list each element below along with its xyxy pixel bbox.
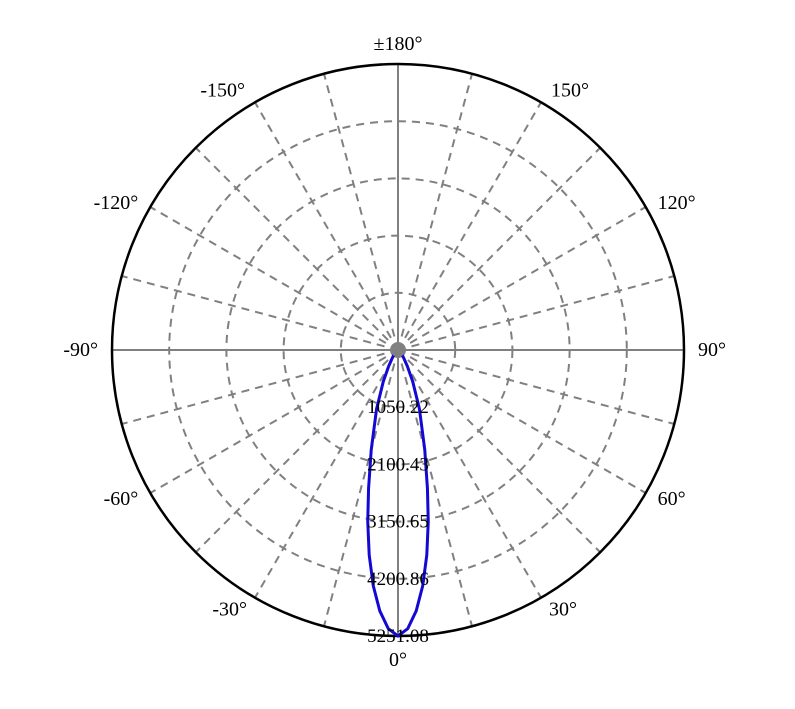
grid-spoke bbox=[398, 102, 541, 350]
grid-spoke bbox=[398, 148, 600, 350]
radial-tick-label: 1050.22 bbox=[367, 397, 429, 418]
polar-center-dot bbox=[391, 343, 405, 357]
angular-tick-label: 120° bbox=[658, 192, 696, 214]
grid-spoke bbox=[122, 276, 398, 350]
angular-tick-label: 150° bbox=[551, 79, 589, 101]
radial-tick-label: 5251.08 bbox=[367, 626, 429, 647]
grid-spoke bbox=[398, 207, 646, 350]
angular-tick-label: -90° bbox=[63, 339, 98, 361]
grid-spoke bbox=[398, 350, 674, 424]
radial-tick-label: 3150.65 bbox=[367, 512, 429, 533]
angular-tick-label: -150° bbox=[200, 79, 245, 101]
grid-spoke bbox=[398, 350, 646, 493]
grid-spoke bbox=[150, 350, 398, 493]
angular-tick-label: -120° bbox=[94, 192, 139, 214]
grid-spoke bbox=[122, 350, 398, 424]
radial-tick-label: 4200.86 bbox=[367, 569, 429, 590]
angular-tick-label: ±180° bbox=[374, 33, 423, 55]
grid-spoke bbox=[196, 148, 398, 350]
angular-tick-label: 30° bbox=[549, 599, 577, 621]
grid-spoke bbox=[150, 207, 398, 350]
grid-spoke bbox=[398, 276, 674, 350]
grid-spoke bbox=[255, 102, 398, 350]
angular-tick-label: 90° bbox=[698, 339, 726, 361]
angular-tick-label: 0° bbox=[389, 649, 407, 671]
angular-tick-label: 60° bbox=[658, 488, 686, 510]
angular-tick-label: -60° bbox=[104, 488, 139, 510]
grid-spoke bbox=[324, 74, 398, 350]
angular-tick-label: -30° bbox=[212, 599, 247, 621]
radial-tick-label: 2100.43 bbox=[367, 454, 429, 475]
grid-spoke bbox=[398, 74, 472, 350]
